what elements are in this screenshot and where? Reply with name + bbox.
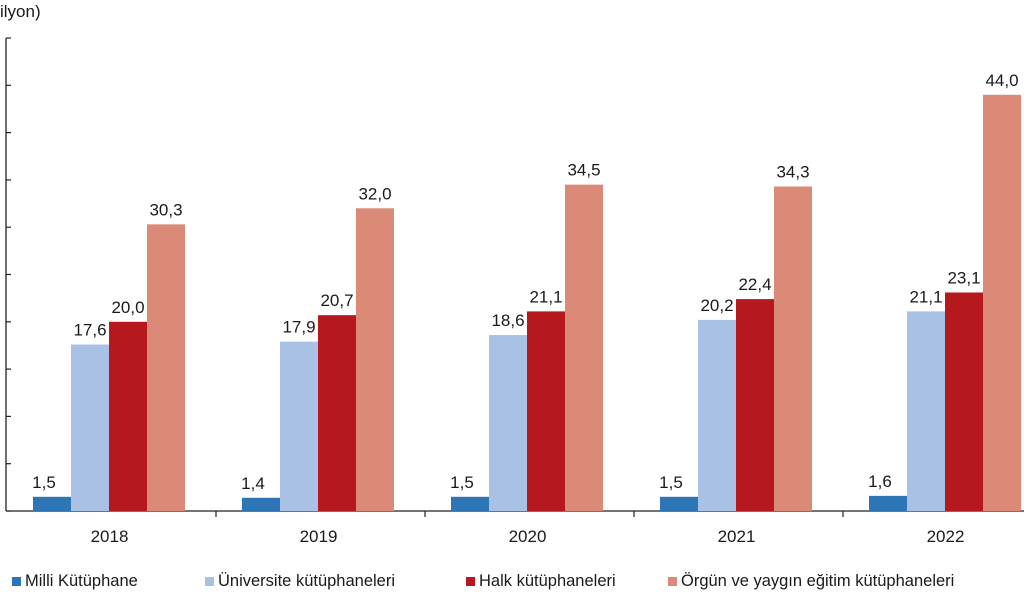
legend-label: Halk kütüphaneleri xyxy=(479,572,616,590)
x-tick-label: 2019 xyxy=(300,527,338,546)
legend-item: Örgün ve yaygın eğitim kütüphaneleri xyxy=(668,572,954,591)
data-label: 21,1 xyxy=(529,287,562,306)
data-label: 1,5 xyxy=(32,473,56,492)
legend: Milli Kütüphane Üniversite kütüphaneleri H… xyxy=(0,572,1024,596)
data-label: 1,5 xyxy=(450,473,474,492)
bar xyxy=(774,186,812,511)
legend-swatch xyxy=(205,577,214,586)
data-label: 20,7 xyxy=(320,291,353,310)
bar xyxy=(698,319,736,511)
legend-swatch xyxy=(12,577,21,586)
x-tick-label: 2020 xyxy=(509,527,547,546)
bar xyxy=(109,321,147,511)
data-label: 32,0 xyxy=(358,184,391,203)
legend-item: Milli Kütüphane xyxy=(12,572,138,591)
legend-item: Üniversite kütüphaneleri xyxy=(205,572,395,591)
data-label: 18,6 xyxy=(491,311,524,330)
bar xyxy=(356,208,394,511)
bar xyxy=(147,224,185,511)
data-label: 21,1 xyxy=(909,287,942,306)
data-label: 30,3 xyxy=(149,200,182,219)
bar xyxy=(71,344,109,511)
legend-swatch xyxy=(466,577,475,586)
data-label: 23,1 xyxy=(947,268,980,287)
legend-label: Örgün ve yaygın eğitim kütüphaneleri xyxy=(681,572,955,590)
data-label: 34,5 xyxy=(567,161,600,180)
bar xyxy=(660,496,698,511)
data-label: 1,6 xyxy=(868,472,892,491)
legend-label: Milli Kütüphane xyxy=(25,572,138,590)
bar xyxy=(242,497,280,511)
bar xyxy=(565,184,603,511)
data-label: 20,2 xyxy=(700,296,733,315)
data-label: 20,0 xyxy=(111,298,144,317)
bar xyxy=(527,311,565,511)
x-tick-label: 2018 xyxy=(91,527,129,546)
x-tick-label: 2022 xyxy=(927,527,965,546)
bar xyxy=(869,495,907,511)
data-label: 17,9 xyxy=(282,318,315,337)
data-label: 17,6 xyxy=(73,321,106,340)
bar-chart: 2018 1,5 17,6 20,0 30,3 2019 1,4 17,9 20,7 32,0 20… xyxy=(5,37,1024,546)
bar xyxy=(318,315,356,511)
data-label: 34,3 xyxy=(776,163,809,182)
bar xyxy=(907,311,945,511)
bar xyxy=(33,496,71,511)
bar xyxy=(489,335,527,511)
legend-label: Üniversite kütüphaneleri xyxy=(218,572,396,590)
bar xyxy=(451,496,489,511)
legend-item: Halk kütüphaneleri xyxy=(466,572,616,591)
bar xyxy=(983,94,1021,511)
bar xyxy=(736,299,774,511)
data-label: 44,0 xyxy=(985,71,1018,90)
data-label: 1,5 xyxy=(659,473,683,492)
data-label: 1,4 xyxy=(241,474,265,493)
x-tick-label: 2021 xyxy=(718,527,756,546)
legend-swatch xyxy=(668,577,677,586)
bar xyxy=(945,292,983,511)
bar xyxy=(280,341,318,511)
data-label: 22,4 xyxy=(738,275,771,294)
y-axis-unit-label: ilyon) xyxy=(0,2,41,21)
